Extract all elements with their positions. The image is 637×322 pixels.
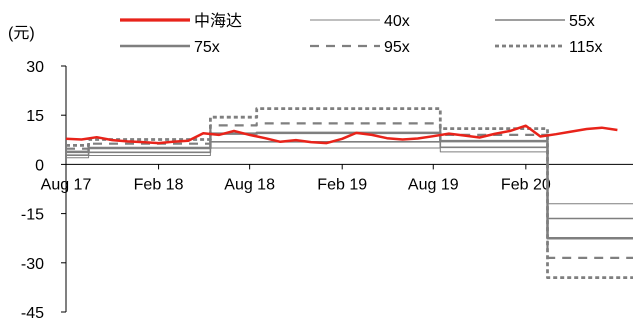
x-tick-label: Aug 18 (224, 176, 275, 193)
x-axis: Aug 17 Feb 18 Aug 18 Feb 19 Aug 19 Feb 20 (41, 163, 633, 193)
legend-label: 55x (569, 13, 595, 30)
series-layer (65, 107, 633, 280)
x-tick-label: Aug 17 (41, 176, 92, 193)
legend-label: 40x (384, 13, 410, 30)
y-tick-label: 30 (26, 59, 44, 76)
y-tick-label: -45 (21, 305, 44, 322)
series-line-中海达 (65, 124, 618, 145)
x-tick-label: Feb 18 (134, 176, 184, 193)
y-tick-label: -30 (21, 256, 44, 273)
y-tick-label: 15 (26, 108, 44, 125)
legend-label: 95x (384, 39, 410, 56)
legend-label: 75x (194, 39, 220, 56)
legend-label: 115x (569, 39, 603, 56)
y-axis: 30 15 0 -15 -30 -45 (21, 59, 67, 322)
x-tick-label: Feb 19 (317, 176, 367, 193)
x-tick-label: Aug 19 (408, 176, 459, 193)
y-tick-label: 0 (35, 157, 44, 174)
legend: 中海达 40x 55x 75x 95x 115x (120, 12, 603, 56)
x-tick-label: Feb 20 (501, 176, 551, 193)
series-line-95x (66, 122, 633, 259)
series-line-115x (66, 107, 633, 280)
y-axis-label: (元) (8, 25, 35, 42)
y-tick-label: -15 (21, 207, 44, 224)
legend-label: 中海达 (194, 12, 242, 30)
